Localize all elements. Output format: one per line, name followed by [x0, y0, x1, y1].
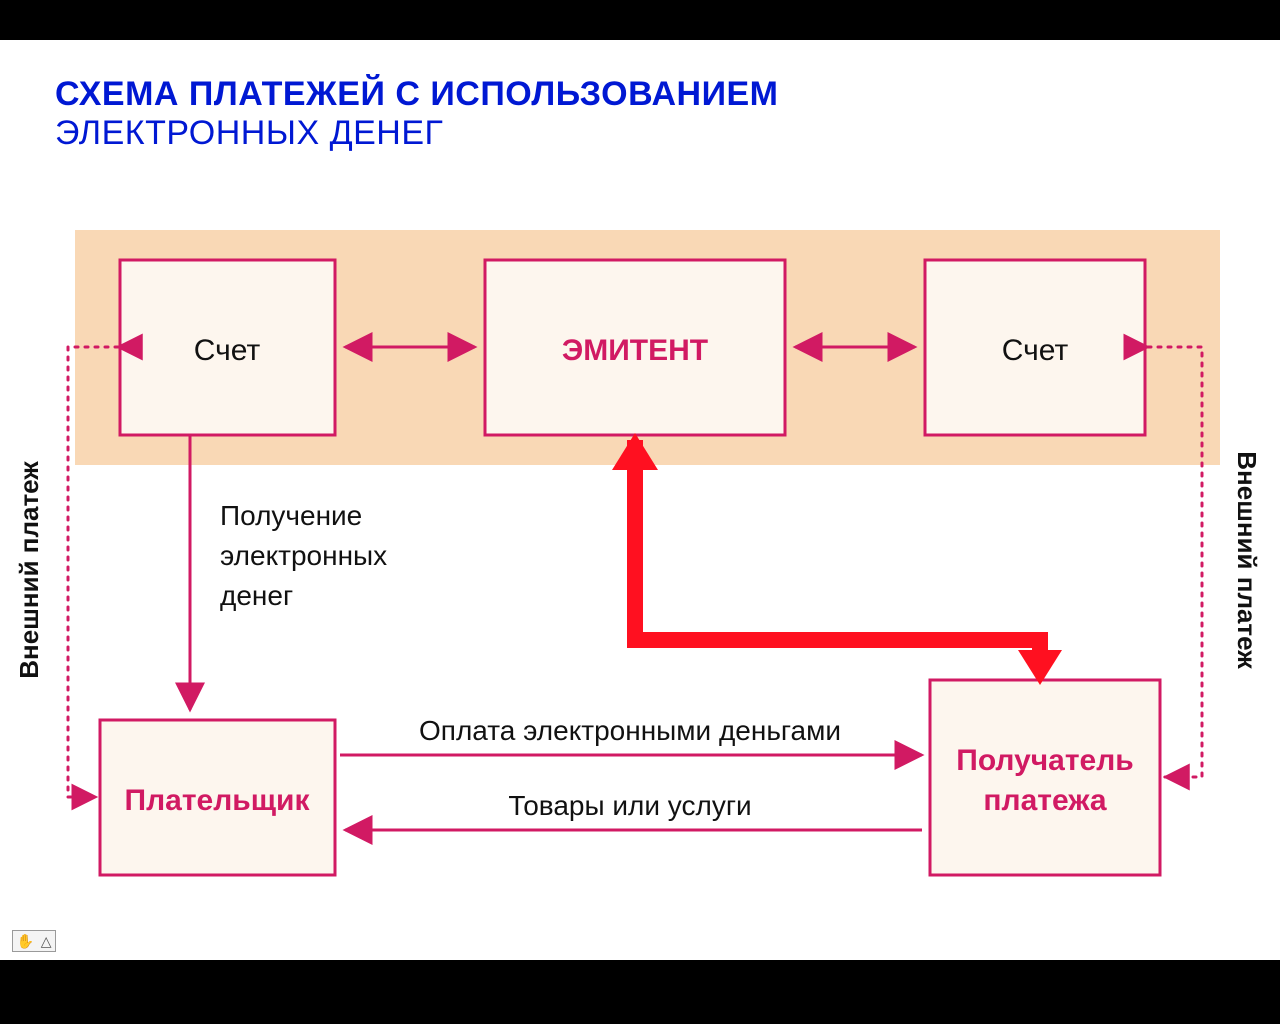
- edge-acctleft-payer-label-3: денег: [220, 580, 293, 611]
- edge-payee-payer-goods-label: Товары или услуги: [508, 790, 751, 821]
- node-account-left-label: Счет: [194, 334, 261, 367]
- node-payer: Плательщик: [100, 720, 335, 875]
- slide: СХЕМА ПЛАТЕЖЕЙ С ИСПОЛЬЗОВАНИЕМ ЭЛЕКТРОН…: [0, 40, 1280, 960]
- node-issuer-label: ЭМИТЕНТ: [562, 334, 708, 367]
- node-payee-label-2: платежа: [983, 784, 1106, 817]
- edge-external-right-label: Внешний платеж: [1232, 451, 1262, 669]
- node-payer-label: Плательщик: [125, 784, 311, 817]
- node-issuer: ЭМИТЕНТ: [485, 260, 785, 435]
- pen-icon: △: [41, 933, 52, 950]
- edge-issuer-payee-thick: [612, 433, 1062, 685]
- node-account-right: Счет: [925, 260, 1145, 435]
- edge-payer-payee-pay-label: Оплата электронными деньгами: [419, 715, 841, 746]
- edge-acctleft-payer-label-2: электронных: [220, 540, 387, 571]
- hand-icon: ✋: [16, 933, 33, 950]
- slideshow-controls-icon[interactable]: ✋ △: [12, 930, 56, 952]
- node-account-right-label: Счет: [1002, 334, 1069, 367]
- node-payee-label-1: Получатель: [956, 744, 1133, 777]
- edge-acctleft-payer-label-1: Получение: [220, 500, 362, 531]
- edge-external-left-label: Внешний платеж: [14, 461, 44, 679]
- node-account-left: Счет: [120, 260, 335, 435]
- node-payee: Получатель платежа: [930, 680, 1160, 875]
- flowchart-diagram: Счет ЭМИТЕНТ Счет Плательщик Получатель …: [0, 40, 1280, 960]
